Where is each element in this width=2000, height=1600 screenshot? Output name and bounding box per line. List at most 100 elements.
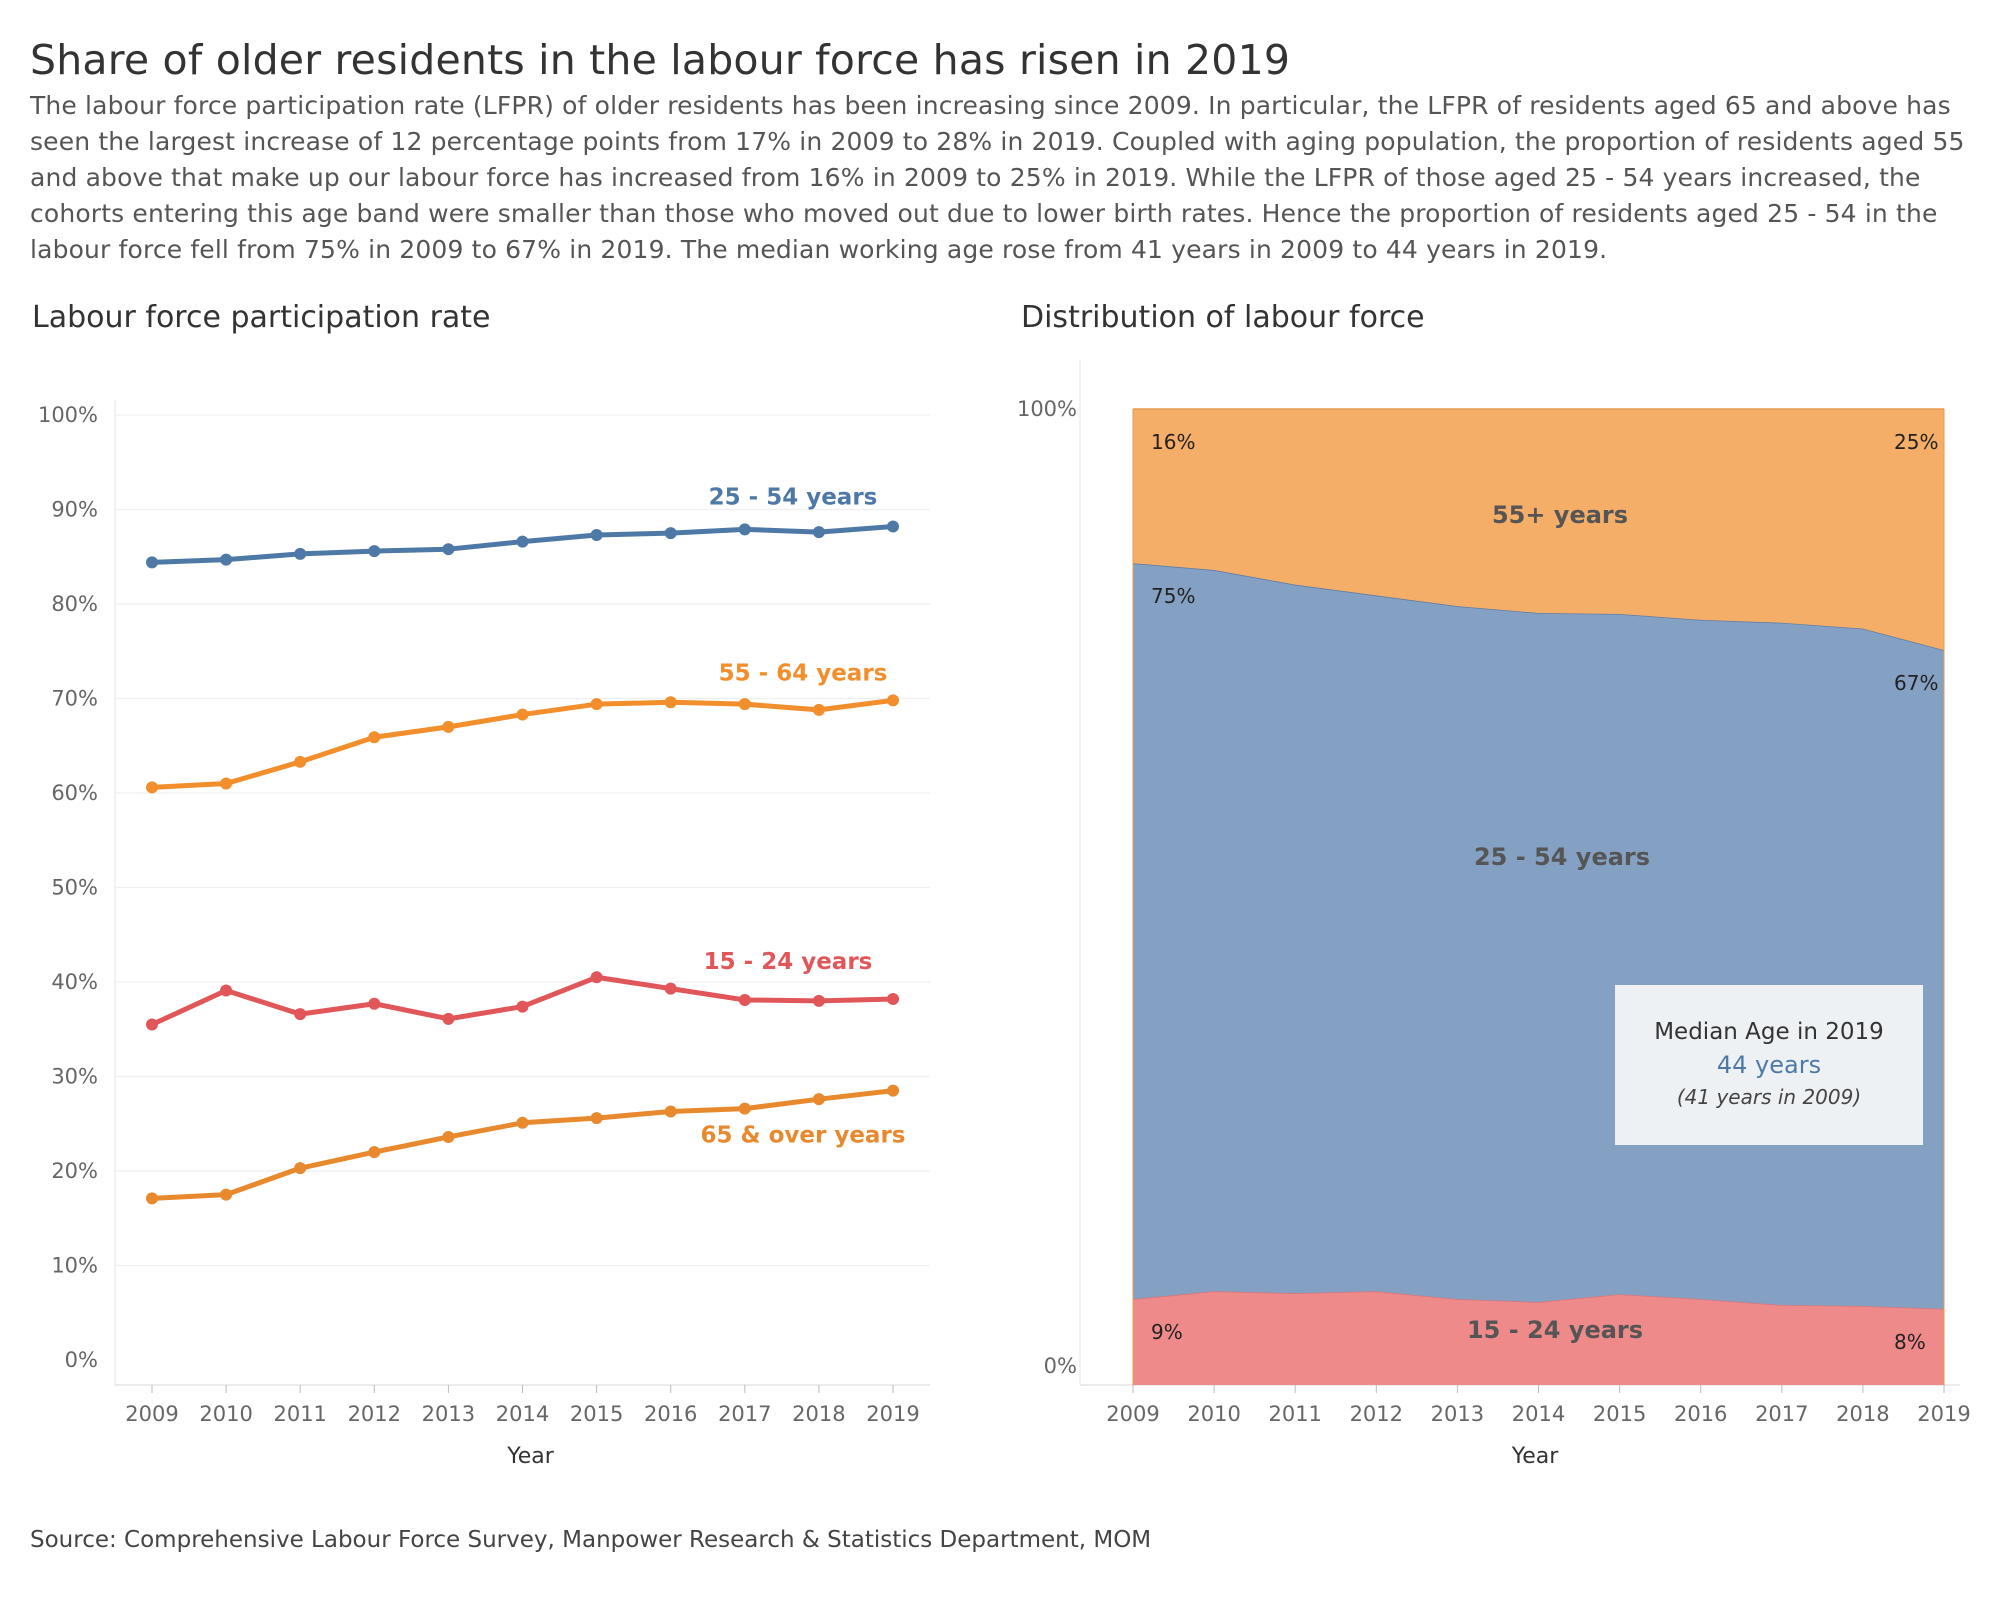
data-point xyxy=(664,527,677,540)
x-tick-label: 2015 xyxy=(1593,1402,1646,1426)
x-tick-label: 2013 xyxy=(422,1402,475,1426)
median-age-note: (41 years in 2009) xyxy=(1676,1085,1862,1109)
first-value-label: 75% xyxy=(1151,584,1195,608)
y-tick-label: 80% xyxy=(51,592,98,616)
first-value-label: 16% xyxy=(1151,430,1195,454)
x-axis-title: Year xyxy=(506,1444,555,1469)
data-point xyxy=(887,993,899,1006)
y-tick-label: 60% xyxy=(51,781,98,805)
data-point xyxy=(590,971,603,984)
page-subtitle: The labour force participation rate (LFP… xyxy=(30,91,1965,264)
series-label: 55 - 64 years xyxy=(719,660,888,686)
data-point xyxy=(664,982,677,995)
data-point xyxy=(294,755,307,768)
last-value-label: 8% xyxy=(1894,1330,1926,1354)
area-label-15-24-years: 15 - 24 years xyxy=(1467,1316,1643,1344)
data-point xyxy=(146,1018,158,1031)
y-tick-label: 50% xyxy=(51,876,98,900)
y-tick-label: 90% xyxy=(51,498,98,522)
last-value-label: 67% xyxy=(1894,671,1938,695)
distribution-chart-title: Distribution of labour force xyxy=(1021,300,1425,335)
y-tick-label: 40% xyxy=(51,970,98,994)
data-point xyxy=(738,523,751,536)
data-point xyxy=(442,1130,455,1143)
area-band xyxy=(1133,1291,1944,1385)
x-tick-label: 2010 xyxy=(1187,1402,1240,1426)
page-title: Share of older residents in the labour f… xyxy=(30,36,1291,84)
series-label: 15 - 24 years xyxy=(704,949,873,975)
x-tick-label: 2014 xyxy=(1512,1402,1565,1426)
x-tick-label: 2019 xyxy=(1917,1402,1970,1426)
x-tick-label: 2016 xyxy=(644,1402,697,1426)
y-tick-label: 100% xyxy=(38,403,98,427)
x-tick-label: 2017 xyxy=(1755,1402,1808,1426)
y-tick-label: 10% xyxy=(51,1254,98,1278)
data-point xyxy=(812,526,825,539)
data-point xyxy=(516,535,529,548)
data-point xyxy=(887,694,899,707)
data-point xyxy=(516,708,529,721)
data-point xyxy=(812,994,825,1007)
data-point xyxy=(368,545,381,558)
x-tick-label: 2009 xyxy=(125,1402,178,1426)
median-age-title: Median Age in 2019 xyxy=(1654,1019,1884,1045)
y-tick-label: 100% xyxy=(1017,397,1077,421)
series-label: 65 & over years xyxy=(701,1123,906,1149)
data-point xyxy=(812,1093,825,1106)
y-tick-label: 70% xyxy=(51,687,98,711)
x-tick-label: 2019 xyxy=(866,1402,919,1426)
area-band xyxy=(1133,563,1944,1309)
data-point xyxy=(146,1192,158,1205)
y-tick-label: 0% xyxy=(65,1348,98,1372)
x-tick-label: 2011 xyxy=(1268,1402,1321,1426)
x-tick-label: 2011 xyxy=(273,1402,326,1426)
x-tick-label: 2010 xyxy=(199,1402,252,1426)
x-tick-label: 2018 xyxy=(792,1402,845,1426)
lfpr-chart-title: Labour force participation rate xyxy=(32,300,491,335)
data-point xyxy=(220,1188,233,1201)
first-value-label: 9% xyxy=(1151,1320,1183,1344)
x-tick-label: 2009 xyxy=(1106,1402,1159,1426)
data-point xyxy=(887,520,899,533)
data-point xyxy=(294,547,307,560)
last-value-label: 25% xyxy=(1894,430,1938,454)
y-tick-label: 0% xyxy=(1044,1354,1077,1378)
area-label-25-54-years: 25 - 54 years xyxy=(1474,843,1650,871)
data-point xyxy=(220,984,233,997)
data-point xyxy=(590,698,603,711)
data-point xyxy=(516,1000,529,1013)
x-tick-label: 2016 xyxy=(1674,1402,1727,1426)
series-15-24-years: 15 - 24 years xyxy=(146,949,899,1031)
data-point xyxy=(368,1146,381,1159)
data-point xyxy=(442,543,455,556)
area-55-years: 16% 25% xyxy=(1133,408,1944,651)
x-tick-label: 2015 xyxy=(570,1402,623,1426)
data-point xyxy=(442,1012,455,1025)
area-25-54-years: 75% 67% xyxy=(1132,562,1945,1309)
data-point xyxy=(738,993,751,1006)
distribution-area-chart: 100% 0% 2009 2010 2011 2012 2013 2014 2015 2016 20… xyxy=(1017,360,1971,1469)
data-point xyxy=(220,777,233,790)
source-note: Source: Comprehensive Labour Force Surve… xyxy=(30,1527,1152,1553)
data-point xyxy=(738,698,751,711)
data-point xyxy=(294,1162,307,1175)
x-tick-label: 2012 xyxy=(348,1402,401,1426)
charts-canvas: 0% 10% 20% 30% 40% 50% 60% 70% 80% 90% 100% 2009 201… xyxy=(38,360,1971,1469)
x-tick-label: 2013 xyxy=(1431,1402,1484,1426)
data-point xyxy=(664,696,677,709)
x-tick-label: 2017 xyxy=(718,1402,771,1426)
series-label: 25 - 54 years xyxy=(709,485,878,511)
area-band xyxy=(1133,409,1944,651)
data-point xyxy=(146,781,158,794)
data-point xyxy=(738,1102,751,1115)
data-point xyxy=(664,1105,677,1118)
data-point xyxy=(220,553,233,566)
x-tick-label: 2018 xyxy=(1836,1402,1889,1426)
data-point xyxy=(590,529,603,542)
data-point xyxy=(516,1116,529,1129)
series-55-64-years: 55 - 64 years xyxy=(146,660,899,794)
y-tick-label: 20% xyxy=(51,1159,98,1183)
data-point xyxy=(368,997,381,1010)
data-point xyxy=(442,720,455,733)
data-point xyxy=(590,1112,603,1125)
